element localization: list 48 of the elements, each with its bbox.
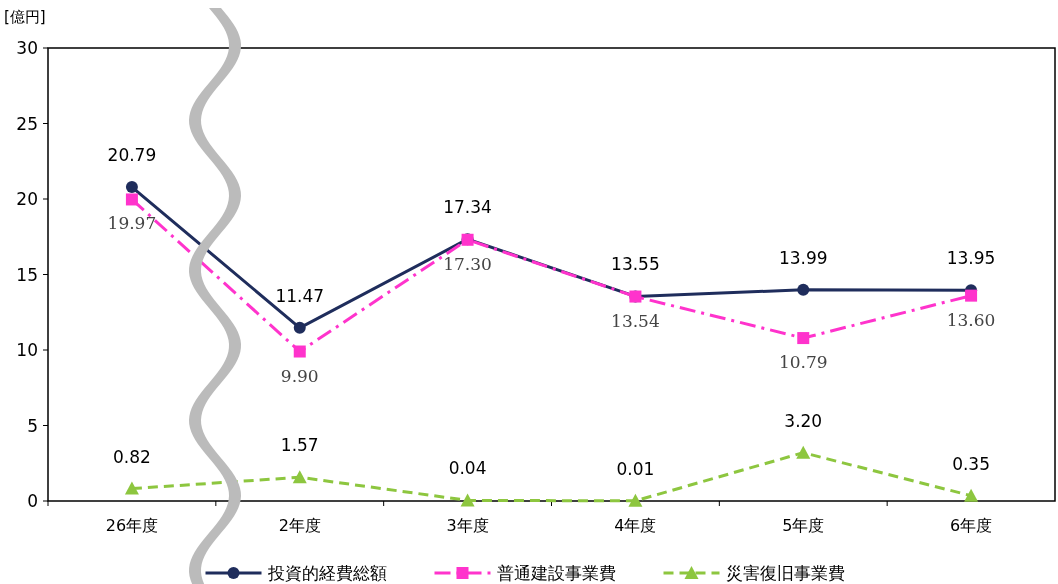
data-label: 3.20 [784,410,823,431]
point [796,445,811,459]
point [293,345,306,358]
x-tick-label: 3年度 [446,516,489,535]
data-label: 17.30 [443,253,492,274]
legend-label: 災害復旧事業費 [725,563,845,583]
y-tick-label: 0 [27,491,38,511]
point [293,321,306,334]
y-axis-title: [億円] [4,8,46,26]
x-tick-label: 6年度 [949,516,993,535]
point [125,193,138,206]
point [797,332,810,345]
data-label: 11.47 [275,285,325,306]
data-label: 13.95 [946,248,996,269]
point [292,470,307,484]
point [628,493,643,507]
data-label: 13.55 [611,254,660,275]
legend-label: 投資的経費総額 [266,563,387,583]
y-tick-label: 20 [16,189,38,209]
y-tick-label: 30 [16,38,38,58]
legend-label: 普通建設事業費 [496,563,616,583]
data-label: 10.79 [778,352,828,373]
data-label: 0.35 [952,453,991,474]
x-tick-label: 4年度 [614,516,657,535]
data-label: 0.82 [112,446,151,467]
y-tick-label: 15 [16,264,38,285]
data-label: 0.01 [616,458,655,479]
data-label: 1.57 [280,435,319,456]
point [965,289,978,302]
data-label: 19.97 [107,213,157,234]
data-label: 17.34 [443,197,492,218]
data-label: 20.79 [107,145,157,166]
x-tick-label: 5年度 [782,516,825,535]
data-label: 0.04 [448,458,487,479]
data-label: 13.99 [778,247,828,268]
data-label: 9.90 [280,365,319,386]
data-label: 13.60 [946,309,996,330]
point [964,488,979,502]
x-tick-label: 26年度 [105,516,159,535]
y-tick-label: 5 [27,415,38,436]
y-tick-label: 25 [16,113,38,134]
point [797,283,810,296]
point [125,181,138,194]
x-tick-label: 2年度 [278,516,321,535]
point [460,493,475,507]
point [124,481,139,495]
y-tick-label: 10 [16,340,38,360]
data-label: 13.54 [611,310,660,331]
